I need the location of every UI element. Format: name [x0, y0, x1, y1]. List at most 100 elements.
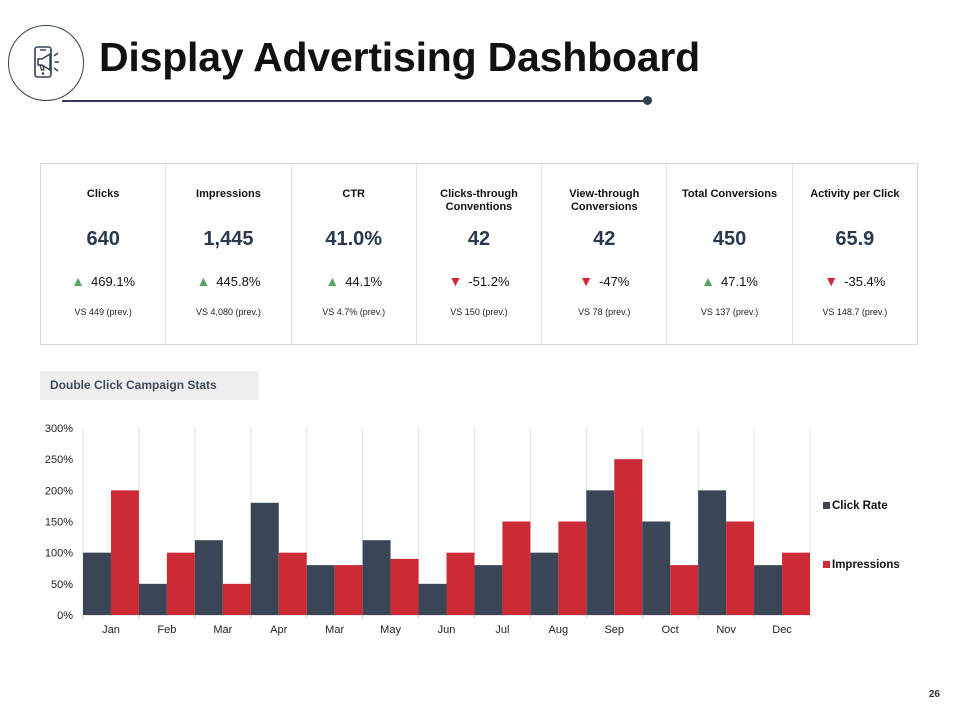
x-tick-label: Aug — [549, 624, 569, 636]
kpi-previous: VS 4,080 (prev.) — [195, 307, 261, 317]
x-tick-label: Mar — [213, 624, 232, 636]
bar-click-rate — [362, 540, 391, 615]
kpi-change: ▲ 44.1% — [292, 273, 416, 289]
bar-impressions — [446, 552, 475, 615]
bar-impressions — [614, 459, 643, 615]
bar-click-rate — [83, 552, 111, 615]
kpi-value: 450 — [712, 228, 747, 250]
kpi-change-value: 44.1% — [345, 274, 383, 289]
bar-click-rate — [306, 565, 335, 615]
kpi-card-clicks: Clicks 640 ▲ 469.1% VS 449 (prev.) — [41, 164, 167, 344]
bar-click-rate — [642, 521, 671, 615]
bar-click-rate — [418, 583, 447, 615]
x-tick-label: Feb — [157, 624, 176, 636]
kpi-card-ctr: CTR 41.0% ▲ 44.1% VS 4.7% (prev.) — [292, 164, 417, 344]
bar-impressions — [726, 521, 755, 615]
kpi-change-value: -51.2% — [468, 274, 510, 289]
x-tick-label: Mar — [325, 624, 344, 636]
kpi-value: 640 — [86, 228, 120, 250]
kpi-previous: VS 78 (prev.) — [578, 307, 631, 317]
kpi-card-clicks-through: Clicks-through Conventions 42 ▼ -51.2% VS… — [417, 164, 543, 344]
kpi-change: ▼ -47% — [542, 273, 666, 289]
bar-click-rate — [138, 583, 167, 615]
kpi-card-impressions: Impressions 1,445 ▲ 445.8% VS 4,080 (prev… — [166, 164, 292, 344]
kpi-previous: VS 449 (prev.) — [74, 307, 132, 317]
bar-click-rate — [586, 490, 615, 615]
kpi-card-activity-per-click: Activity per Click 65.9 ▼ -35.4% VS 148.7… — [793, 164, 917, 344]
kpi-value: 41.0% — [325, 228, 383, 250]
y-tick-label: 250% — [45, 454, 73, 466]
legend-label: Click Rate — [832, 500, 888, 512]
y-tick-label: 200% — [45, 485, 73, 497]
x-tick-label: Nov — [716, 624, 736, 636]
bar-click-rate — [250, 502, 279, 615]
y-tick-label: 300% — [45, 423, 73, 435]
kpi-change: ▼ -51.2% — [417, 273, 541, 289]
x-tick-label: Sep — [604, 624, 624, 636]
kpi-change-value: 445.8% — [216, 274, 261, 289]
legend-swatch — [823, 502, 830, 509]
kpi-change: ▲ 47.1% — [667, 273, 791, 289]
x-tick-label: Oct — [662, 624, 679, 636]
bar-click-rate — [194, 540, 223, 615]
x-tick-label: Dec — [772, 624, 792, 636]
x-tick-label: May — [380, 624, 401, 636]
bar-impressions — [670, 565, 699, 615]
trend-down-icon: ▼ — [579, 273, 594, 289]
kpi-change-value: -35.4% — [844, 274, 886, 289]
kpi-value: 1,445 — [203, 228, 254, 250]
kpi-value: 42 — [593, 228, 616, 250]
y-tick-label: 150% — [45, 517, 73, 529]
kpi-label: Clicks — [86, 188, 120, 200]
legend-swatch — [823, 561, 830, 568]
kpi-change: ▼ -35.4% — [793, 273, 917, 289]
kpi-change: ▲ 469.1% — [41, 273, 165, 289]
kpi-change-value: 47.1% — [721, 274, 758, 289]
trend-up-icon: ▲ — [71, 273, 86, 289]
bar-impressions — [334, 565, 363, 615]
page-title: Display Advertising Dashboard — [99, 34, 700, 80]
kpi-change-value: 469.1% — [91, 274, 136, 289]
bar-impressions — [278, 552, 307, 615]
bar-click-rate — [698, 490, 727, 615]
y-tick-label: 0% — [57, 610, 73, 622]
kpi-card-total-conversions: Total Conversions 450 ▲ 47.1% VS 137 (pre… — [667, 164, 793, 344]
bar-impressions — [558, 521, 587, 615]
trend-up-icon: ▲ — [325, 273, 340, 289]
bar-click-rate — [530, 552, 559, 615]
kpi-label: Activity per Click — [810, 188, 900, 200]
bar-impressions — [110, 490, 139, 615]
bar-impressions — [166, 552, 195, 615]
kpi-label: Total Conversions — [681, 188, 778, 200]
campaign-bar-chart: 0% 50% 100% 150% 200% 250% 300% Jan Feb Mar Apr Mar… — [45, 423, 900, 636]
x-tick-label: Jul — [495, 624, 509, 636]
kpi-previous: VS 137 (prev.) — [700, 307, 759, 317]
kpi-value: 42 — [467, 228, 491, 250]
campaign-stats-label: Double Click Campaign Stats — [40, 371, 259, 400]
trend-up-icon: ▲ — [196, 273, 211, 289]
bar-impressions — [502, 521, 531, 615]
legend-label: Impressions — [832, 559, 900, 571]
page-number: 26 — [928, 689, 940, 700]
kpi-previous: VS 4.7% (prev.) — [322, 307, 386, 317]
bar-impressions — [782, 552, 810, 615]
bar-click-rate — [474, 565, 503, 615]
kpi-previous: VS 150 (prev.) — [450, 307, 508, 317]
x-tick-label: Jan — [102, 624, 120, 636]
kpi-label: View-through Conversions — [569, 188, 640, 213]
bar-impressions — [390, 558, 419, 615]
logo-badge — [8, 25, 84, 101]
bar-impressions — [222, 583, 251, 615]
kpi-previous: VS 148.7 (prev.) — [822, 307, 888, 317]
trend-up-icon: ▲ — [701, 273, 716, 289]
kpi-card-view-through: View-through Conversions 42 ▼ -47% VS 78 … — [542, 164, 668, 344]
kpi-label: Clicks-through Conventions — [440, 188, 518, 213]
mobile-advertising-icon — [34, 46, 59, 78]
x-tick-label: Apr — [270, 624, 287, 636]
title-underline-dot — [643, 96, 652, 105]
kpi-panel: Clicks 640 ▲ 469.1% VS 449 (prev.) Impres… — [40, 163, 918, 345]
kpi-label: Impressions — [196, 188, 261, 200]
y-tick-label: 100% — [45, 548, 73, 560]
trend-down-icon: ▼ — [824, 273, 839, 289]
x-tick-label: Jun — [438, 624, 456, 636]
